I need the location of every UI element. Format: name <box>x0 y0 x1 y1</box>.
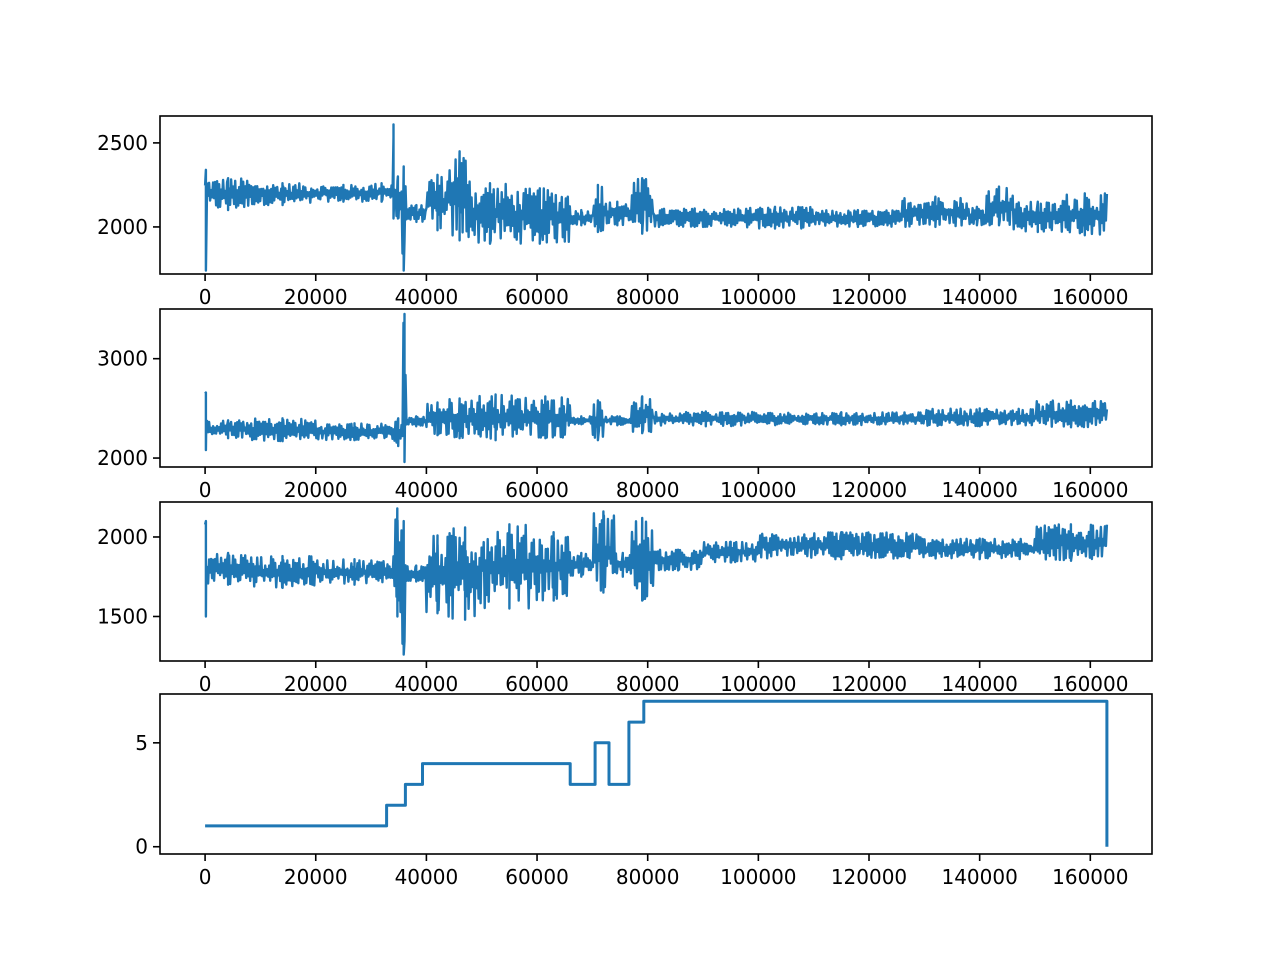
x-tick-label: 60000 <box>505 478 569 502</box>
x-tick-label: 40000 <box>395 865 459 889</box>
y-tick-label: 0 <box>135 835 148 859</box>
x-tick-label: 20000 <box>284 285 348 309</box>
axes-frame <box>159 115 1153 275</box>
x-tick-label: 20000 <box>284 478 348 502</box>
y-tick-label: 3000 <box>97 347 148 371</box>
panel-3: 0 20000 40000 60000 80000 100000 120000 140000 1… <box>97 501 1153 696</box>
x-tick-label: 120000 <box>831 865 907 889</box>
x-tick-label: 20000 <box>284 865 348 889</box>
signal-2-line <box>204 312 1109 464</box>
x-tick-label: 140000 <box>941 478 1017 502</box>
x-tick-label: 60000 <box>505 865 569 889</box>
x-tick-label: 60000 <box>505 285 569 309</box>
x-tick-label: 140000 <box>941 672 1017 696</box>
x-tick-label: 80000 <box>616 672 680 696</box>
x-tick-label: 40000 <box>395 672 459 696</box>
x-tick-label: 140000 <box>941 285 1017 309</box>
y-tick-label: 1500 <box>97 604 148 628</box>
x-tick-label: 60000 <box>505 672 569 696</box>
step-series-line <box>205 699 1109 847</box>
y-tick-label: 2500 <box>97 131 148 155</box>
x-tick-label: 0 <box>199 285 212 309</box>
x-tick-label: 160000 <box>1052 285 1128 309</box>
x-tick-label: 0 <box>199 865 212 889</box>
x-tick-label: 140000 <box>941 865 1017 889</box>
x-tick-label: 40000 <box>395 285 459 309</box>
x-tick-label: 20000 <box>284 672 348 696</box>
y-tick-label: 5 <box>135 731 148 755</box>
x-tick-label: 160000 <box>1052 865 1128 889</box>
x-tick-label: 120000 <box>831 285 907 309</box>
x-tick-label: 80000 <box>616 285 680 309</box>
y-tick-label: 2000 <box>97 215 148 239</box>
axes-frame <box>159 693 1153 855</box>
x-tick-label: 40000 <box>395 478 459 502</box>
x-tick-label: 80000 <box>616 865 680 889</box>
panel-4: 0 20000 40000 60000 80000 100000 120000 140000 1… <box>135 693 1153 889</box>
x-tick-label: 120000 <box>831 672 907 696</box>
x-tick-label: 100000 <box>720 285 796 309</box>
x-tick-label: 0 <box>199 478 212 502</box>
y-tick-label: 2000 <box>97 446 148 470</box>
y-tick-label: 2000 <box>97 525 148 549</box>
x-tick-label: 80000 <box>616 478 680 502</box>
signal-3-line <box>203 507 1109 656</box>
x-tick-label: 100000 <box>720 865 796 889</box>
x-tick-label: 120000 <box>831 478 907 502</box>
panel-1: 0 20000 40000 60000 80000 100000 120000 140000 1… <box>97 115 1153 309</box>
panel-2: 0 20000 40000 60000 80000 100000 120000 140000 1… <box>97 308 1153 502</box>
x-tick-label: 0 <box>199 672 212 696</box>
axes-frame <box>159 308 1153 468</box>
x-tick-label: 100000 <box>720 672 796 696</box>
x-tick-label: 160000 <box>1052 672 1128 696</box>
x-tick-label: 100000 <box>720 478 796 502</box>
axes-frame <box>159 501 1153 662</box>
signal-1-line <box>203 123 1109 272</box>
x-tick-label: 160000 <box>1052 478 1128 502</box>
